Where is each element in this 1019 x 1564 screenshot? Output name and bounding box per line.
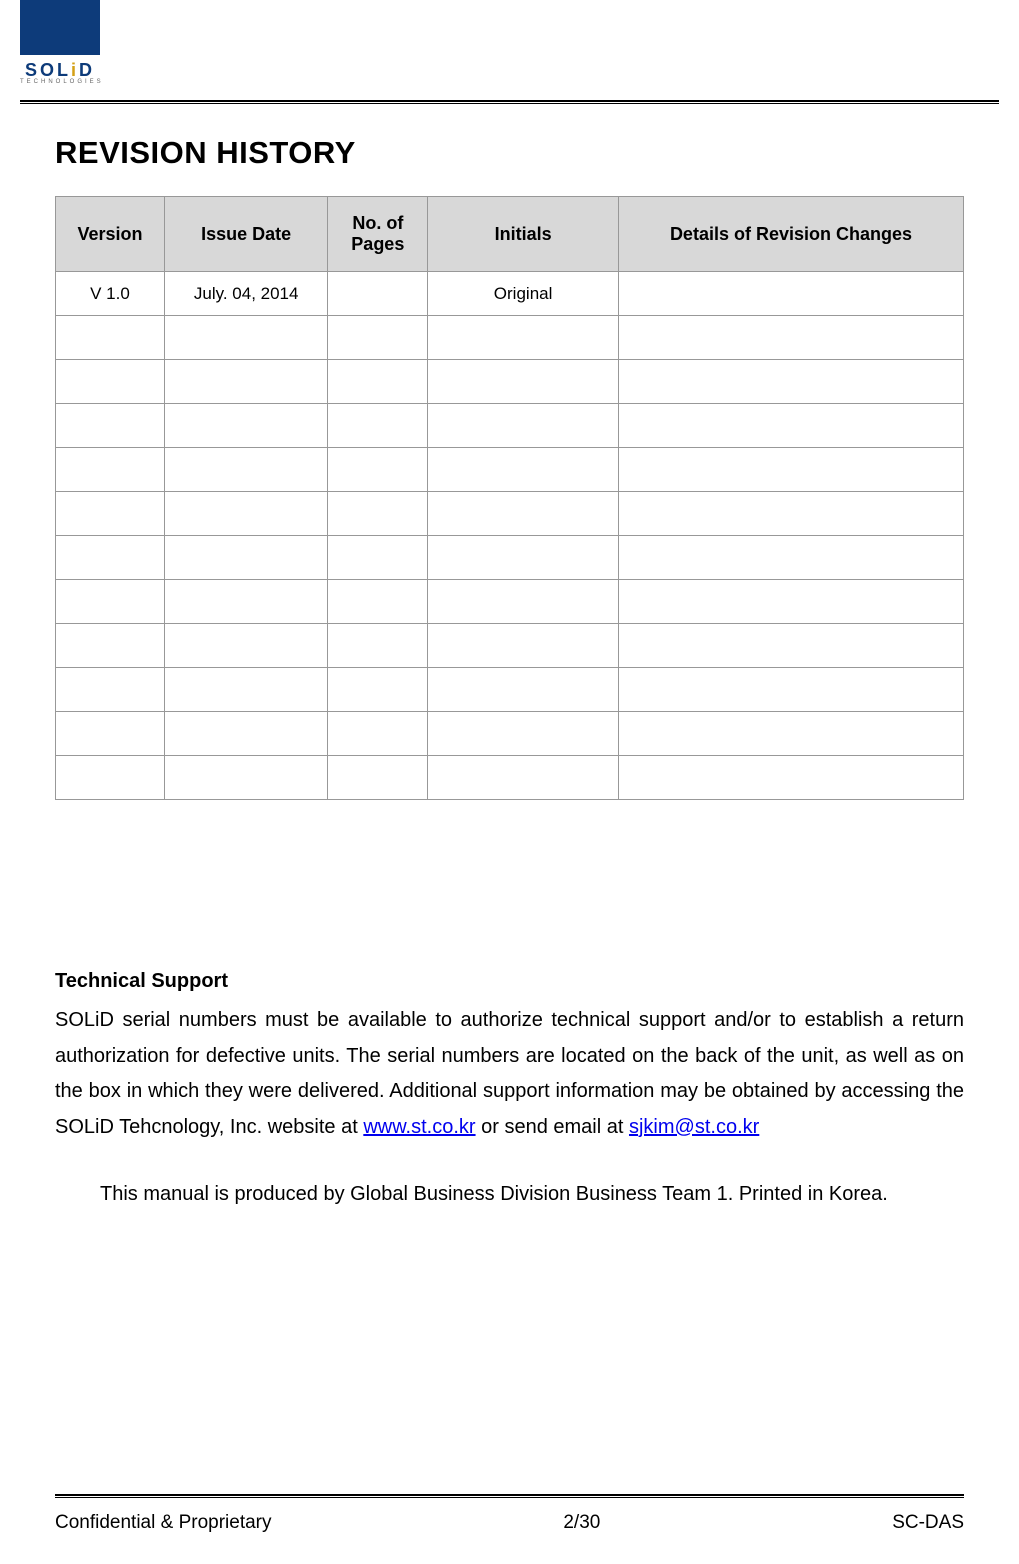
table-cell [618, 492, 963, 536]
table-header-cell: Version [56, 197, 165, 272]
table-cell [428, 360, 619, 404]
table-cell [164, 624, 327, 668]
table-cell [328, 624, 428, 668]
table-cell [56, 404, 165, 448]
table-cell [164, 668, 327, 712]
table-header-cell: Issue Date [164, 197, 327, 272]
table-row [56, 624, 964, 668]
table-cell [56, 580, 165, 624]
footer-rule [55, 1494, 964, 1498]
table-row [56, 580, 964, 624]
table-cell [164, 448, 327, 492]
table-cell: Original [428, 272, 619, 316]
table-cell [56, 624, 165, 668]
table-cell [56, 360, 165, 404]
table-cell [328, 272, 428, 316]
table-cell [328, 580, 428, 624]
table-cell [56, 536, 165, 580]
table-cell [618, 580, 963, 624]
table-cell [618, 668, 963, 712]
header-rule [20, 100, 999, 104]
logo-square-icon [20, 0, 100, 55]
footer: Confidential & Proprietary 2/30 SC-DAS [55, 1512, 964, 1534]
table-cell [328, 712, 428, 756]
footer-right: SC-DAS [892, 1512, 964, 1534]
table-cell [428, 580, 619, 624]
table-row [56, 536, 964, 580]
logo-brand-part1: SOL [25, 60, 71, 80]
table-cell: V 1.0 [56, 272, 165, 316]
table-cell [428, 492, 619, 536]
support-text-part2: or send email at [476, 1116, 629, 1138]
table-cell [618, 536, 963, 580]
table-row [56, 360, 964, 404]
table-cell [328, 448, 428, 492]
table-cell [618, 404, 963, 448]
table-cell [164, 492, 327, 536]
table-cell [328, 316, 428, 360]
manual-note: This manual is produced by Global Busine… [100, 1183, 964, 1206]
table-cell [328, 668, 428, 712]
table-cell [618, 272, 963, 316]
table-row [56, 316, 964, 360]
table-cell [328, 360, 428, 404]
table-cell [428, 668, 619, 712]
footer-left: Confidential & Proprietary [55, 1512, 272, 1534]
table-row [56, 668, 964, 712]
table-row: V 1.0July. 04, 2014 Original [56, 272, 964, 316]
table-cell [618, 316, 963, 360]
table-row [56, 756, 964, 800]
table-cell [428, 448, 619, 492]
table-cell [56, 316, 165, 360]
table-header-cell: No. of Pages [328, 197, 428, 272]
table-cell [164, 580, 327, 624]
support-body: SOLiD serial numbers must be available t… [55, 1003, 964, 1145]
footer-center: 2/30 [563, 1512, 600, 1534]
logo-text: SOLiD TECHNOLOGIES [20, 55, 100, 85]
table-cell [618, 624, 963, 668]
table-cell [164, 756, 327, 800]
table-cell [428, 536, 619, 580]
table-cell: July. 04, 2014 [164, 272, 327, 316]
table-cell [618, 756, 963, 800]
logo-brand-i: i [71, 60, 79, 80]
table-cell [328, 492, 428, 536]
table-cell [164, 360, 327, 404]
table-row [56, 404, 964, 448]
table-cell [618, 712, 963, 756]
table-cell [328, 756, 428, 800]
table-row [56, 492, 964, 536]
table-cell [428, 624, 619, 668]
table-cell [164, 536, 327, 580]
table-cell [56, 756, 165, 800]
support-heading: Technical Support [55, 970, 964, 993]
table-cell [618, 448, 963, 492]
table-row [56, 448, 964, 492]
logo-subtext: TECHNOLOGIES [20, 79, 100, 85]
table-cell [428, 712, 619, 756]
support-link-email[interactable]: sjkim@st.co.kr [629, 1116, 759, 1138]
table-row [56, 712, 964, 756]
table-cell [56, 668, 165, 712]
table-cell [56, 448, 165, 492]
table-header-cell: Initials [428, 197, 619, 272]
table-cell [56, 712, 165, 756]
table-cell [428, 756, 619, 800]
table-cell [164, 404, 327, 448]
table-cell [328, 404, 428, 448]
logo-brand-d: D [79, 60, 95, 80]
table-cell [328, 536, 428, 580]
table-cell [618, 360, 963, 404]
revision-history-table: VersionIssue DateNo. of PagesInitialsDet… [55, 196, 964, 800]
page-title: REVISION HISTORY [55, 135, 964, 171]
table-cell [428, 316, 619, 360]
table-cell [164, 316, 327, 360]
table-cell [428, 404, 619, 448]
table-header-cell: Details of Revision Changes [618, 197, 963, 272]
table-cell [56, 492, 165, 536]
table-cell [164, 712, 327, 756]
support-link-website[interactable]: www.st.co.kr [363, 1116, 475, 1138]
logo: SOLiD TECHNOLOGIES [20, 0, 100, 85]
